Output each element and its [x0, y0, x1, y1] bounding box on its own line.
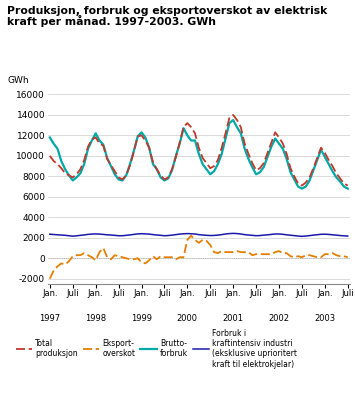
Text: 2003: 2003 [314, 314, 335, 324]
Text: 1999: 1999 [131, 314, 152, 324]
Text: kraft per månad. 1997-2003. GWh: kraft per månad. 1997-2003. GWh [7, 15, 216, 27]
Text: 1997: 1997 [39, 314, 60, 324]
Text: GWh: GWh [7, 76, 29, 85]
Text: 2001: 2001 [223, 314, 244, 324]
Text: 1998: 1998 [85, 314, 106, 324]
Text: Produksjon, forbruk og eksportoverskot av elektrisk: Produksjon, forbruk og eksportoverskot a… [7, 6, 327, 16]
Text: 2000: 2000 [177, 314, 198, 324]
Text: 2002: 2002 [268, 314, 290, 324]
Legend: Total
produksjon, Eksport-
overskot, Brutto-
forbruk, Forbruk i
kraftintensiv in: Total produksjon, Eksport- overskot, Bru… [16, 329, 297, 369]
